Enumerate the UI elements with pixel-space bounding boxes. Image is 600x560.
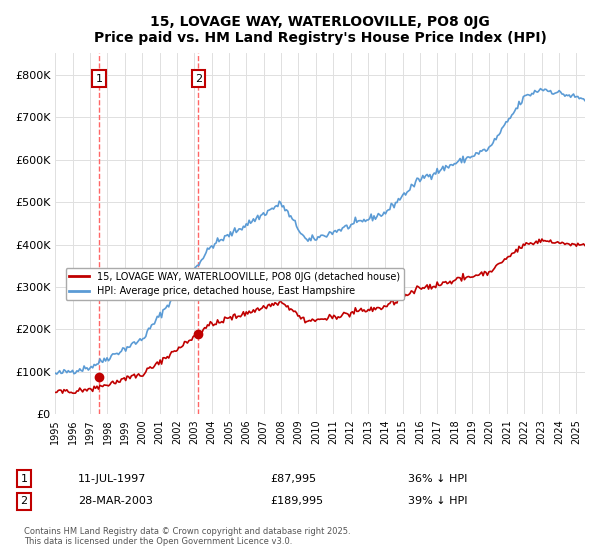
Text: 28-MAR-2003: 28-MAR-2003 [78, 496, 153, 506]
Text: 2: 2 [20, 496, 28, 506]
Text: £87,995: £87,995 [270, 474, 316, 484]
Text: 36% ↓ HPI: 36% ↓ HPI [408, 474, 467, 484]
Text: 1: 1 [20, 474, 28, 484]
Text: 1: 1 [96, 74, 103, 84]
Text: 11-JUL-1997: 11-JUL-1997 [78, 474, 146, 484]
Text: 2: 2 [195, 74, 202, 84]
Text: 39% ↓ HPI: 39% ↓ HPI [408, 496, 467, 506]
Title: 15, LOVAGE WAY, WATERLOOVILLE, PO8 0JG
Price paid vs. HM Land Registry's House P: 15, LOVAGE WAY, WATERLOOVILLE, PO8 0JG P… [94, 15, 547, 45]
Text: Contains HM Land Registry data © Crown copyright and database right 2025.
This d: Contains HM Land Registry data © Crown c… [24, 526, 350, 546]
Text: £189,995: £189,995 [270, 496, 323, 506]
Legend: 15, LOVAGE WAY, WATERLOOVILLE, PO8 0JG (detached house), HPI: Average price, det: 15, LOVAGE WAY, WATERLOOVILLE, PO8 0JG (… [65, 268, 404, 300]
